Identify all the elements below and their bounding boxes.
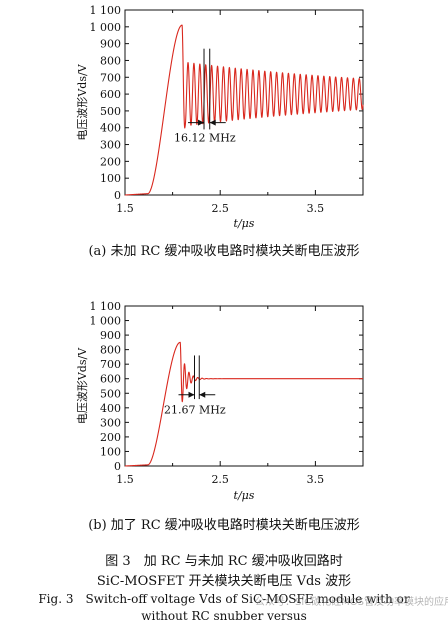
arrow-left-head — [188, 391, 195, 398]
x-tick-label: 1.5 — [116, 473, 134, 486]
figure-title-cn-line1: 图 3 加 RC 与未加 RC 缓冲吸收回路时 — [105, 554, 343, 569]
y-tick-label: 1 000 — [90, 21, 122, 34]
frequency-annotation-label: 16.12 MHz — [174, 132, 236, 145]
y-tick-label: 800 — [100, 54, 121, 67]
y-tick-label: 900 — [100, 38, 121, 51]
y-tick-label: 300 — [100, 139, 121, 152]
arrow-right-head — [199, 391, 206, 398]
y-tick-label: 300 — [100, 416, 121, 429]
y-tick-label: 100 — [100, 445, 121, 458]
series-line-vds — [124, 24, 364, 196]
y-axis-title: 电压波形Vds/V — [76, 347, 89, 424]
x-tick-label: 2.5 — [211, 473, 229, 486]
x-tick-label: 2.5 — [211, 202, 229, 215]
figure-title-en-line1: Fig. 3 Switch-off voltage Vds of SiC-MOS… — [38, 592, 410, 606]
y-tick-label: 1 100 — [90, 300, 122, 313]
y-axis-title: 电压波形Vds/V — [76, 63, 89, 140]
watermark-text: 公众号：SiC碳化硅MOS管及功率模块的应用 — [255, 597, 448, 608]
chart-a-caption: (a) 未加 RC 缓冲吸收电路时模块关断电压波形 — [88, 244, 360, 259]
y-tick-label: 600 — [100, 88, 121, 101]
y-tick-label: 800 — [100, 344, 121, 357]
y-tick-label: 0 — [114, 460, 121, 473]
x-tick-label: 3.5 — [307, 473, 325, 486]
y-tick-label: 200 — [100, 155, 121, 168]
y-tick-label: 700 — [100, 71, 121, 84]
y-tick-label: 1 100 — [90, 4, 122, 17]
figure-title-cn-line2: SiC-MOSFET 开关模块关断电压 Vds 波形 — [96, 574, 352, 589]
plot-frame — [124, 305, 364, 467]
x-axis-title: t/μs — [234, 217, 255, 230]
y-tick-label: 900 — [100, 329, 121, 342]
x-tick-label: 1.5 — [116, 202, 134, 215]
y-tick-label: 500 — [100, 105, 121, 118]
series-line-vds — [124, 341, 364, 467]
frequency-annotation-label: 21.67 MHz — [164, 404, 226, 417]
y-tick-label: 400 — [100, 122, 121, 135]
arrow-right-head — [209, 119, 216, 126]
plot-frame — [124, 9, 364, 196]
y-tick-label: 1 000 — [90, 315, 122, 328]
figure-title-en-line2: without RC snubber versus — [141, 609, 307, 623]
y-tick-label: 100 — [100, 172, 121, 185]
y-tick-label: 200 — [100, 431, 121, 444]
y-tick-label: 500 — [100, 387, 121, 400]
arrow-left-head — [198, 119, 205, 126]
chart-a: 0 100 200 300 400 500 600 700 800 900 1 000 1 100 1.… — [76, 4, 364, 230]
y-tick-label: 600 — [100, 373, 121, 386]
y-tick-label: 700 — [100, 358, 121, 371]
chart-b-caption: (b) 加了 RC 缓冲吸收电路时模块关断电压波形 — [88, 518, 360, 533]
y-tick-label: 0 — [114, 189, 121, 202]
y-tick-label: 400 — [100, 402, 121, 415]
x-axis-title: t/μs — [234, 489, 255, 502]
x-tick-label: 3.5 — [307, 202, 325, 215]
